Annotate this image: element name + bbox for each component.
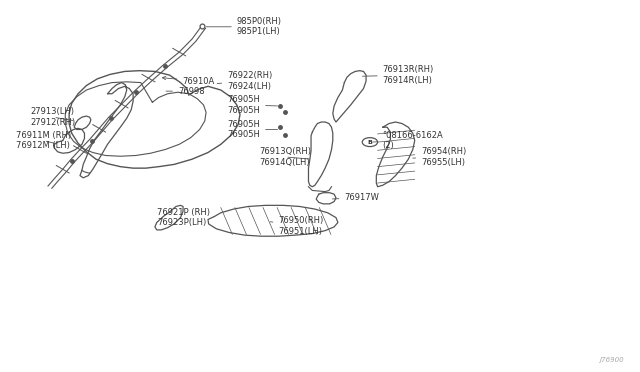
Text: 76998: 76998 [166, 87, 205, 96]
Text: 76950(RH)
76951(LH): 76950(RH) 76951(LH) [270, 217, 324, 236]
Text: 76913R(RH)
76914R(LH): 76913R(RH) 76914R(LH) [362, 65, 434, 85]
Text: 76917W: 76917W [332, 193, 379, 202]
Text: 76913Q(RH)
76914Q(LH): 76913Q(RH) 76914Q(LH) [259, 147, 311, 167]
Text: 76905H
76905H: 76905H 76905H [227, 120, 278, 139]
Text: 985P0(RH)
985P1(LH): 985P0(RH) 985P1(LH) [206, 17, 282, 36]
Text: 76911M (RH)
76912M (LH): 76911M (RH) 76912M (LH) [16, 131, 71, 150]
Text: 27913(LH)
27912(RH): 27913(LH) 27912(RH) [31, 108, 76, 127]
Text: 76922(RH)
76924(LH): 76922(RH) 76924(LH) [217, 71, 273, 91]
Text: B: B [367, 140, 372, 145]
Text: °08166-6162A
(2): °08166-6162A (2) [372, 131, 444, 150]
Text: J76900: J76900 [600, 357, 624, 363]
Text: 76921P (RH)
76923P(LH): 76921P (RH) 76923P(LH) [157, 208, 210, 227]
Text: 76910A: 76910A [163, 76, 214, 86]
Text: 76954(RH)
76955(LH): 76954(RH) 76955(LH) [413, 147, 467, 167]
Text: 76905H
76905H: 76905H 76905H [227, 95, 278, 115]
